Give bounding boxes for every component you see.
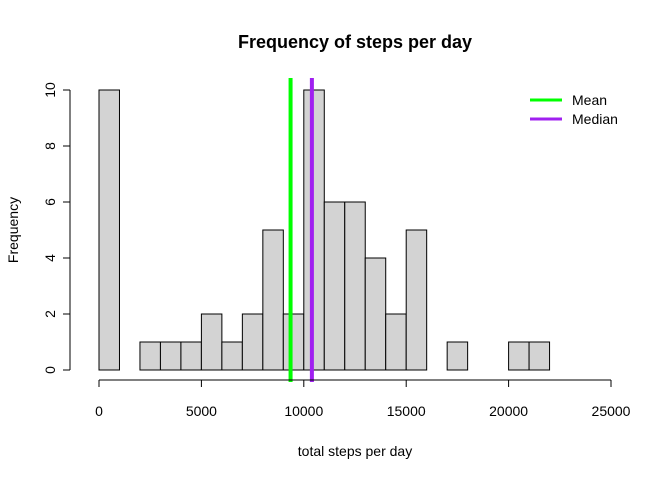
bar-12000-13000 xyxy=(344,201,366,371)
x-tick-label-0: 0 xyxy=(95,403,103,419)
y-tick-label-8: 8 xyxy=(42,142,58,150)
legend: Mean Median xyxy=(530,92,618,127)
legend-label-mean: Mean xyxy=(572,92,607,108)
x-tick-label-5000: 5000 xyxy=(186,403,217,419)
legend-label-median: Median xyxy=(572,111,618,127)
y-tick-label-0: 0 xyxy=(42,366,58,374)
x-tick-label-20000: 20000 xyxy=(489,403,528,419)
y-axis: 0 2 4 6 8 10 xyxy=(42,82,71,374)
bar-7000-8000 xyxy=(241,313,264,371)
x-tick-label-10000: 10000 xyxy=(284,403,323,419)
x-axis-label: total steps per day xyxy=(298,443,412,459)
bar-20000-21000 xyxy=(508,341,530,371)
bar-21000-22000 xyxy=(528,341,551,371)
bar-4000-5000 xyxy=(180,341,202,371)
y-tick-label-4: 4 xyxy=(42,254,58,262)
bar-3000-4000 xyxy=(159,341,182,371)
bar-14000-15000 xyxy=(385,313,407,371)
x-tick-label-25000: 25000 xyxy=(592,403,631,419)
bar-10000-11000 xyxy=(303,89,325,371)
bar-6000-7000 xyxy=(221,341,243,371)
x-axis: 0 5000 10000 15000 20000 25000 xyxy=(95,379,631,419)
bar-5000-6000 xyxy=(200,313,223,371)
bar-9000-10000 xyxy=(282,313,305,371)
bar-17000-18000 xyxy=(446,341,469,371)
bar-15000-16000 xyxy=(405,229,428,371)
bar-13000-14000 xyxy=(364,257,387,371)
reference-lines xyxy=(288,78,314,382)
chart-title: Frequency of steps per day xyxy=(238,32,472,52)
bar-2000-3000 xyxy=(139,341,161,371)
y-tick-label-2: 2 xyxy=(42,310,58,318)
bar-8000-9000 xyxy=(262,229,284,371)
bar-11000-12000 xyxy=(323,201,346,371)
histogram-bars xyxy=(98,89,551,371)
y-tick-label-6: 6 xyxy=(42,198,58,206)
y-axis-label: Frequency xyxy=(5,197,21,263)
bar-0-1000 xyxy=(98,89,120,371)
x-tick-label-15000: 15000 xyxy=(387,403,426,419)
y-tick-label-10: 10 xyxy=(42,82,58,98)
